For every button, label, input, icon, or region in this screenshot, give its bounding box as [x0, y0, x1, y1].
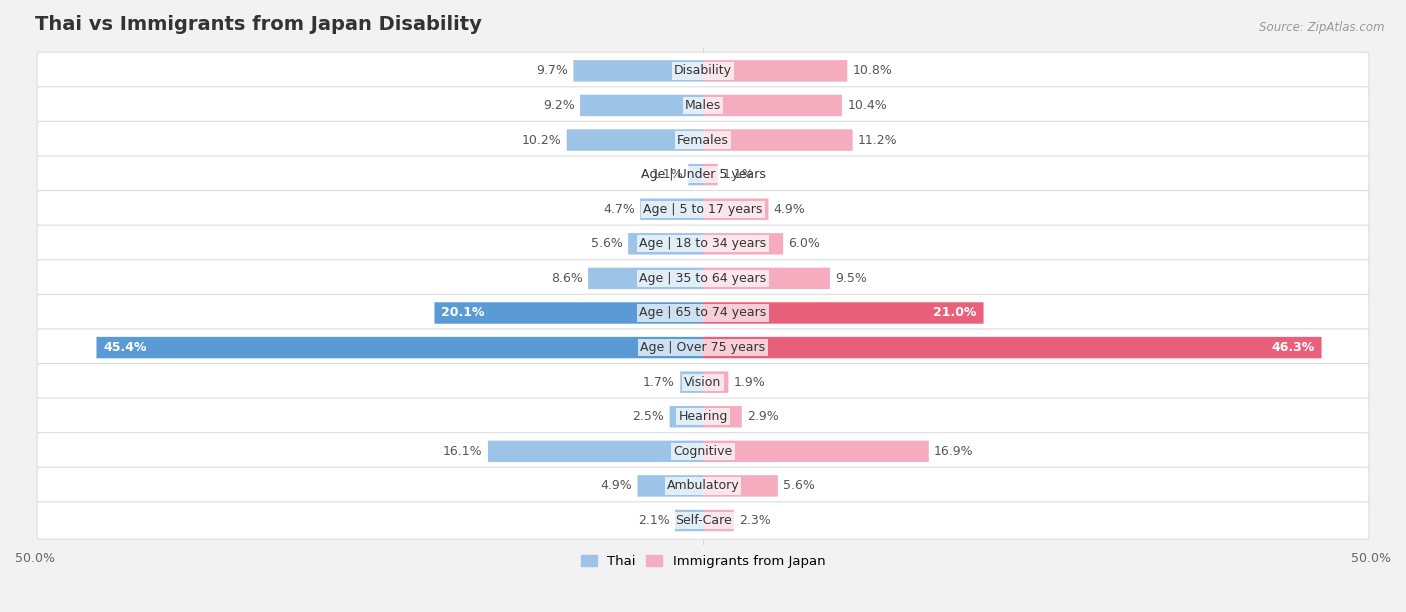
- FancyBboxPatch shape: [703, 233, 783, 255]
- Text: 4.9%: 4.9%: [600, 479, 633, 493]
- Text: 20.1%: 20.1%: [441, 307, 485, 319]
- FancyBboxPatch shape: [37, 294, 1369, 332]
- FancyBboxPatch shape: [37, 364, 1369, 401]
- Text: 21.0%: 21.0%: [934, 307, 977, 319]
- Text: Ambulatory: Ambulatory: [666, 479, 740, 493]
- Text: 45.4%: 45.4%: [103, 341, 146, 354]
- FancyBboxPatch shape: [37, 329, 1369, 366]
- Text: 2.1%: 2.1%: [638, 514, 669, 527]
- FancyBboxPatch shape: [37, 502, 1369, 539]
- FancyBboxPatch shape: [37, 259, 1369, 297]
- Text: 6.0%: 6.0%: [789, 237, 820, 250]
- Text: 46.3%: 46.3%: [1271, 341, 1315, 354]
- FancyBboxPatch shape: [703, 441, 929, 462]
- FancyBboxPatch shape: [703, 95, 842, 116]
- Text: 9.5%: 9.5%: [835, 272, 868, 285]
- Text: 16.1%: 16.1%: [443, 445, 482, 458]
- FancyBboxPatch shape: [37, 225, 1369, 263]
- FancyBboxPatch shape: [703, 510, 734, 531]
- Text: 9.2%: 9.2%: [543, 99, 575, 112]
- FancyBboxPatch shape: [37, 156, 1369, 193]
- FancyBboxPatch shape: [637, 475, 703, 497]
- Text: 8.6%: 8.6%: [551, 272, 582, 285]
- Text: Age | 5 to 17 years: Age | 5 to 17 years: [644, 203, 762, 215]
- FancyBboxPatch shape: [574, 60, 703, 81]
- FancyBboxPatch shape: [37, 433, 1369, 470]
- Text: Vision: Vision: [685, 376, 721, 389]
- FancyBboxPatch shape: [567, 129, 703, 151]
- FancyBboxPatch shape: [37, 121, 1369, 159]
- Text: 1.9%: 1.9%: [734, 376, 765, 389]
- FancyBboxPatch shape: [703, 371, 728, 393]
- FancyBboxPatch shape: [681, 371, 703, 393]
- Text: 2.9%: 2.9%: [747, 410, 779, 424]
- Text: Age | Over 75 years: Age | Over 75 years: [641, 341, 765, 354]
- Text: 5.6%: 5.6%: [591, 237, 623, 250]
- FancyBboxPatch shape: [703, 198, 769, 220]
- Text: Disability: Disability: [673, 64, 733, 77]
- FancyBboxPatch shape: [640, 198, 703, 220]
- FancyBboxPatch shape: [703, 475, 778, 497]
- FancyBboxPatch shape: [37, 467, 1369, 505]
- FancyBboxPatch shape: [37, 190, 1369, 228]
- Text: Age | Under 5 years: Age | Under 5 years: [641, 168, 765, 181]
- Text: 5.6%: 5.6%: [783, 479, 815, 493]
- FancyBboxPatch shape: [37, 398, 1369, 435]
- Text: Self-Care: Self-Care: [675, 514, 731, 527]
- Text: Cognitive: Cognitive: [673, 445, 733, 458]
- Text: 9.7%: 9.7%: [536, 64, 568, 77]
- Text: 4.7%: 4.7%: [603, 203, 636, 215]
- Text: Thai vs Immigrants from Japan Disability: Thai vs Immigrants from Japan Disability: [35, 15, 482, 34]
- Text: Females: Females: [678, 133, 728, 146]
- Text: Males: Males: [685, 99, 721, 112]
- Text: 10.4%: 10.4%: [848, 99, 887, 112]
- Text: 10.2%: 10.2%: [522, 133, 561, 146]
- FancyBboxPatch shape: [703, 267, 830, 289]
- FancyBboxPatch shape: [675, 510, 703, 531]
- FancyBboxPatch shape: [703, 337, 1322, 358]
- FancyBboxPatch shape: [703, 302, 984, 324]
- Text: 2.3%: 2.3%: [740, 514, 770, 527]
- FancyBboxPatch shape: [703, 129, 852, 151]
- Text: Age | 18 to 34 years: Age | 18 to 34 years: [640, 237, 766, 250]
- FancyBboxPatch shape: [628, 233, 703, 255]
- Text: Age | 65 to 74 years: Age | 65 to 74 years: [640, 307, 766, 319]
- FancyBboxPatch shape: [689, 164, 703, 185]
- FancyBboxPatch shape: [581, 95, 703, 116]
- Text: 1.1%: 1.1%: [651, 168, 683, 181]
- Text: 2.5%: 2.5%: [633, 410, 664, 424]
- FancyBboxPatch shape: [703, 406, 742, 427]
- Text: 1.1%: 1.1%: [723, 168, 755, 181]
- FancyBboxPatch shape: [488, 441, 703, 462]
- Text: 16.9%: 16.9%: [934, 445, 974, 458]
- Text: Hearing: Hearing: [678, 410, 728, 424]
- FancyBboxPatch shape: [588, 267, 703, 289]
- FancyBboxPatch shape: [669, 406, 703, 427]
- FancyBboxPatch shape: [703, 60, 848, 81]
- Text: 11.2%: 11.2%: [858, 133, 897, 146]
- FancyBboxPatch shape: [97, 337, 703, 358]
- Text: 1.7%: 1.7%: [643, 376, 675, 389]
- Legend: Thai, Immigrants from Japan: Thai, Immigrants from Japan: [581, 555, 825, 568]
- FancyBboxPatch shape: [703, 164, 717, 185]
- FancyBboxPatch shape: [37, 87, 1369, 124]
- Text: 10.8%: 10.8%: [852, 64, 893, 77]
- FancyBboxPatch shape: [434, 302, 703, 324]
- Text: Source: ZipAtlas.com: Source: ZipAtlas.com: [1260, 21, 1385, 34]
- Text: 4.9%: 4.9%: [773, 203, 806, 215]
- FancyBboxPatch shape: [37, 52, 1369, 89]
- Text: Age | 35 to 64 years: Age | 35 to 64 years: [640, 272, 766, 285]
